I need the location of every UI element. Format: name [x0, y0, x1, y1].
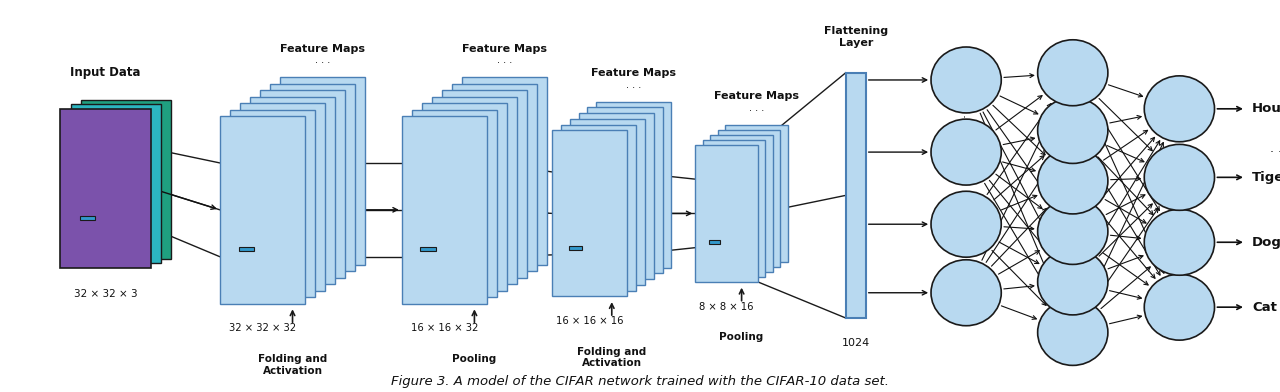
Text: Flattening
Layer: Flattening Layer [824, 26, 888, 47]
Text: Pooling: Pooling [719, 332, 764, 343]
Ellipse shape [931, 119, 1001, 185]
Bar [570, 119, 645, 285]
Ellipse shape [1144, 144, 1215, 211]
Bar [695, 145, 758, 282]
Bar [60, 109, 151, 267]
Bar [270, 83, 356, 271]
Bar [238, 247, 253, 251]
Text: 8 × 8 × 16: 8 × 8 × 16 [699, 302, 754, 312]
Ellipse shape [1144, 274, 1215, 340]
Bar [703, 140, 765, 277]
Ellipse shape [1038, 198, 1108, 265]
Bar [552, 131, 627, 296]
Text: Input Data: Input Data [70, 65, 141, 78]
Ellipse shape [931, 191, 1001, 257]
Ellipse shape [931, 260, 1001, 326]
Text: 32 × 32 × 32: 32 × 32 × 32 [229, 323, 296, 334]
Bar [239, 103, 325, 290]
Text: · · ·: · · · [626, 83, 641, 93]
Bar [718, 130, 781, 267]
Text: · · ·: · · · [315, 58, 330, 68]
Bar [420, 247, 435, 251]
Text: · · ·: · · · [1066, 84, 1079, 104]
Text: Cat: Cat [1252, 301, 1277, 314]
Text: Feature Maps: Feature Maps [591, 68, 676, 78]
Bar [250, 96, 335, 284]
Ellipse shape [1038, 299, 1108, 365]
Text: 1024: 1024 [842, 338, 870, 348]
Text: House: House [1252, 102, 1280, 115]
Bar [421, 103, 507, 290]
Bar [710, 135, 773, 272]
Bar [452, 83, 538, 271]
Bar [81, 216, 95, 220]
Text: Tiger: Tiger [1252, 171, 1280, 184]
Text: Feature Maps: Feature Maps [462, 44, 547, 54]
Text: Folding and
Activation: Folding and Activation [577, 347, 646, 368]
Bar [579, 113, 654, 279]
Text: Feature Maps: Feature Maps [714, 91, 799, 101]
Text: 16 × 16 × 32: 16 × 16 × 32 [411, 323, 477, 334]
Bar [726, 125, 788, 262]
Ellipse shape [1144, 209, 1215, 275]
Bar [568, 246, 582, 250]
Text: Pooling: Pooling [452, 354, 497, 364]
Text: 16 × 16 × 16: 16 × 16 × 16 [556, 316, 623, 326]
Bar [412, 109, 497, 297]
Text: Figure 3. A model of the CIFAR network trained with the CIFAR-10 data set.: Figure 3. A model of the CIFAR network t… [390, 375, 890, 388]
Bar [846, 73, 865, 318]
Bar [402, 116, 486, 303]
Text: 32 × 32 × 3: 32 × 32 × 3 [74, 289, 137, 299]
Text: Feature Maps: Feature Maps [280, 44, 365, 54]
Bar [561, 125, 636, 290]
Bar [596, 102, 671, 267]
Bar [280, 77, 365, 265]
Ellipse shape [1038, 40, 1108, 106]
Text: · · ·: · · · [749, 106, 764, 116]
Bar [588, 107, 663, 273]
Ellipse shape [931, 47, 1001, 113]
Bar [220, 116, 305, 303]
Text: Dog: Dog [1252, 236, 1280, 249]
Bar [442, 90, 527, 278]
Bar [70, 105, 161, 263]
Ellipse shape [1038, 98, 1108, 163]
Bar [709, 240, 721, 243]
Text: · · ·: · · · [1270, 145, 1280, 159]
Ellipse shape [1038, 148, 1108, 214]
Text: · · ·: · · · [960, 106, 973, 126]
Ellipse shape [1038, 249, 1108, 315]
Bar [431, 96, 517, 284]
Bar [260, 90, 346, 278]
Bar [230, 109, 315, 297]
Text: · · ·: · · · [497, 58, 512, 68]
Ellipse shape [1144, 76, 1215, 142]
Bar [81, 100, 170, 259]
Bar [462, 77, 547, 265]
Text: Folding and
Activation: Folding and Activation [257, 354, 328, 376]
